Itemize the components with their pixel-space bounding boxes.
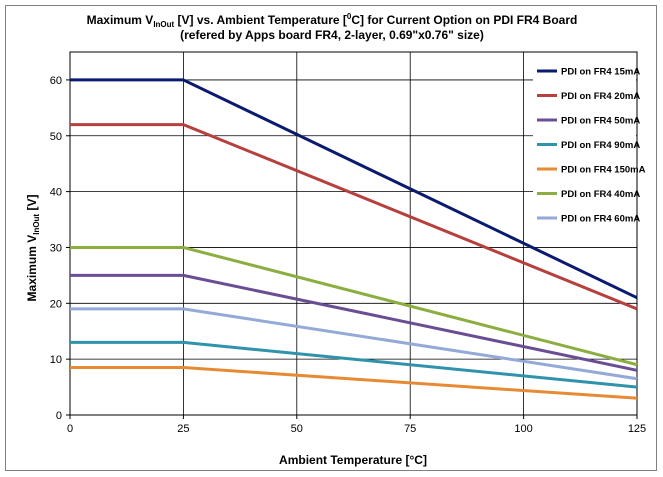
x-axis-ticks: 0 25 50 75 100 125: [67, 415, 646, 435]
legend-label: PDI on FR4 15mA: [561, 67, 640, 78]
chart-title-line1: Maximum VInOut [V] vs. Ambient Temperatu…: [87, 12, 578, 29]
series-line: [70, 340, 638, 389]
y-tick-label: 40: [50, 187, 62, 199]
y-axis-ticks: 0 10 20 30 40 50 60: [50, 75, 70, 422]
y-tick-label: 60: [50, 75, 62, 87]
chart-frame: Maximum VInOut [V] vs. Ambient Temperatu…: [5, 5, 657, 471]
legend-label: PDI on FR4 60mA: [561, 214, 640, 225]
series-line: [70, 245, 638, 367]
x-tick-label: 25: [177, 423, 189, 435]
y-axis-title: Maximum VInOut [V]: [25, 195, 41, 302]
series-line: [70, 78, 638, 300]
legend-box: [533, 59, 636, 235]
chart-title-line2: (refered by Apps board FR4, 2-layer, 0.6…: [180, 28, 484, 42]
y-tick-label: 20: [50, 298, 62, 310]
x-tick-label: 125: [628, 423, 646, 435]
legend-label: PDI on FR4 150mA: [561, 165, 646, 176]
legend: PDI on FR4 15mA PDI on FR4 20mA PDI on FR4…: [533, 59, 646, 235]
legend-label: PDI on FR4 90mA: [561, 140, 640, 151]
series-line: [70, 307, 638, 381]
series-line: [70, 366, 638, 400]
y-tick-label: 30: [50, 242, 62, 254]
legend-label: PDI on FR4 20mA: [561, 91, 640, 102]
x-tick-label: 100: [514, 423, 532, 435]
y-tick-label: 50: [50, 131, 62, 143]
x-axis-title: Ambient Temperature [°C]: [279, 453, 427, 467]
chart-svg: Maximum VInOut [V] vs. Ambient Temperatu…: [25, 12, 646, 467]
y-tick-label: 10: [50, 354, 62, 366]
x-tick-label: 50: [291, 423, 303, 435]
series-lines: [70, 78, 638, 400]
series-line: [70, 273, 638, 372]
legend-label: PDI on FR4 40mA: [561, 189, 640, 200]
x-tick-label: 0: [67, 423, 73, 435]
x-tick-label: 75: [404, 423, 416, 435]
series-line: [70, 123, 638, 311]
legend-label: PDI on FR4 50mA: [561, 116, 640, 127]
y-tick-label: 0: [56, 410, 62, 422]
